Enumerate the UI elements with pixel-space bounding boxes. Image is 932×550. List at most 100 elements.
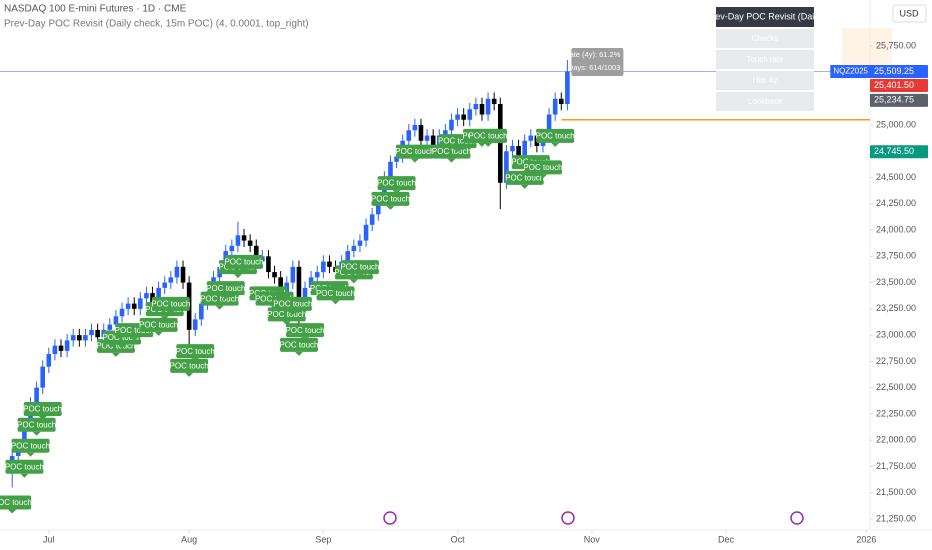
candle bbox=[119, 302, 125, 323]
candle-body bbox=[229, 245, 235, 252]
candle bbox=[272, 265, 277, 284]
currency-button[interactable] bbox=[892, 4, 927, 23]
candle bbox=[89, 323, 94, 342]
candle-body bbox=[510, 146, 515, 152]
candle bbox=[40, 360, 46, 394]
poc-label-tail bbox=[294, 351, 303, 356]
table-header: Prev-Day POC Revisit (Daily) bbox=[706, 11, 824, 21]
y-tick-label: 22,000.00 bbox=[876, 435, 916, 445]
event-icon[interactable] bbox=[561, 511, 575, 525]
poc-label-box bbox=[523, 160, 562, 175]
poc-touch-label: POC touch bbox=[5, 459, 44, 478]
candle-body bbox=[70, 335, 76, 341]
candle bbox=[357, 234, 363, 253]
x-tick-label: Jul bbox=[43, 534, 55, 544]
candle-body bbox=[461, 114, 466, 120]
poc-label-tail bbox=[349, 279, 358, 284]
candle bbox=[64, 334, 70, 358]
poc-label-tail bbox=[447, 158, 456, 163]
candle-body bbox=[516, 146, 521, 157]
candle bbox=[363, 218, 369, 247]
poc-label-box bbox=[0, 495, 32, 510]
y-tick-label: 21,500.00 bbox=[876, 487, 916, 497]
poc-label-text: POC touch bbox=[115, 326, 154, 335]
candle-body bbox=[64, 340, 70, 351]
tooltip-line: Days: 614/1003 bbox=[568, 63, 621, 72]
poc-touch-label: POC touch bbox=[273, 296, 312, 315]
x-tick-label: Dec bbox=[718, 534, 735, 544]
event-icon[interactable] bbox=[790, 511, 804, 525]
poc-label-tail bbox=[282, 321, 291, 326]
poc-label-text: POC touch bbox=[102, 333, 141, 342]
candle bbox=[467, 102, 473, 127]
poc-label-tail bbox=[520, 184, 529, 189]
candle-body bbox=[156, 287, 161, 304]
poc-touch-label: POC touch bbox=[151, 296, 190, 315]
candle bbox=[266, 250, 271, 279]
candle-body bbox=[565, 71, 570, 105]
poc-label-tail bbox=[301, 337, 310, 342]
poc-touch-label: POC touch bbox=[206, 281, 245, 300]
poc-label-box bbox=[225, 254, 264, 269]
price-tag-label: 25,509.25 bbox=[874, 66, 914, 76]
candle-body bbox=[424, 135, 430, 141]
poc-label-tail bbox=[215, 305, 224, 310]
candle bbox=[138, 292, 143, 316]
candle-body bbox=[180, 266, 186, 283]
y-tick-label: 25,750.00 bbox=[876, 41, 916, 51]
poc-label-box bbox=[273, 296, 312, 311]
indicator-title: Prev-Day POC Revisit (Daily check, 15m P… bbox=[4, 19, 309, 30]
candle bbox=[235, 221, 241, 253]
poc-touch-label: POC touch bbox=[17, 417, 56, 436]
poc-label-text: POC touch bbox=[469, 131, 508, 140]
candle-body bbox=[296, 266, 302, 309]
candle-body bbox=[327, 261, 332, 267]
candle-body bbox=[528, 135, 534, 141]
poc-touch-label: POC touch bbox=[316, 286, 355, 305]
candle bbox=[552, 92, 558, 121]
poc-label-text: POC touch bbox=[267, 310, 306, 319]
candle bbox=[77, 328, 82, 347]
poc-label-text: POC touch bbox=[377, 179, 416, 188]
poc-touch-label: POC touch bbox=[505, 170, 544, 189]
poc-label-text: POC touch bbox=[224, 257, 263, 266]
candle-body bbox=[406, 130, 412, 141]
candle-body bbox=[418, 125, 424, 141]
poc-label-box bbox=[17, 417, 56, 432]
poc-label-tail bbox=[453, 148, 462, 153]
poc-label-tail bbox=[8, 509, 17, 514]
y-tick-label: 21,250.00 bbox=[876, 513, 916, 523]
candle-body bbox=[394, 156, 399, 162]
candle bbox=[125, 297, 131, 316]
price-tag bbox=[870, 79, 928, 93]
poc-label-tail bbox=[355, 274, 364, 279]
event-icon[interactable] bbox=[383, 511, 397, 525]
price-tag bbox=[870, 145, 928, 159]
poc-touch-label: POC touch bbox=[523, 160, 563, 179]
candle-body bbox=[58, 345, 64, 351]
poc-label-text: POC touch bbox=[316, 289, 355, 298]
poc-touch-label: POC touch bbox=[395, 144, 434, 163]
candle-body bbox=[52, 345, 58, 355]
symbol-label: NQZ2025 bbox=[833, 67, 868, 76]
candle-body bbox=[144, 293, 149, 299]
poc-label-text: POC touch bbox=[151, 300, 190, 309]
candle-body bbox=[357, 240, 363, 246]
candle-body bbox=[107, 324, 113, 330]
x-tick-label: Aug bbox=[181, 534, 197, 544]
candle-body bbox=[266, 256, 271, 273]
poc-label-tail bbox=[538, 174, 547, 179]
poc-label-text: POC touch bbox=[395, 147, 434, 156]
candle-body bbox=[388, 161, 393, 178]
poc-label-box bbox=[11, 438, 50, 453]
candle bbox=[52, 339, 58, 361]
poc-touch-label: POC touch bbox=[11, 438, 50, 457]
poc-label-tail bbox=[185, 372, 194, 377]
poc-label-tail bbox=[32, 431, 41, 436]
candle bbox=[485, 92, 491, 121]
table-row: Hits 4y bbox=[753, 76, 777, 85]
price-tag bbox=[870, 93, 928, 107]
candle bbox=[479, 97, 485, 121]
poc-label-text: POC touch bbox=[536, 131, 575, 140]
poc-touch-label: POC touch bbox=[170, 358, 209, 377]
